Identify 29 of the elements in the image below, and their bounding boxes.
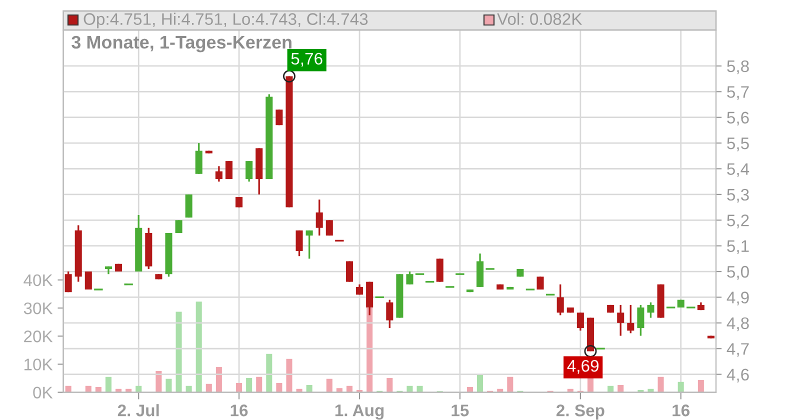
y2-tick-label: 5,8	[727, 60, 749, 74]
y2-tick-label: 5,0	[727, 266, 749, 280]
y2-tick-label: 5,5	[727, 138, 749, 152]
y2-tick-label: 4,6	[726, 368, 749, 382]
y2-tick-label: 5,3	[727, 188, 749, 203]
annotation: 5,76	[291, 52, 322, 67]
annotation: 4,69	[567, 360, 599, 374]
x-tick-label: 16	[672, 404, 690, 416]
x-tick-label: 1. Aug	[335, 404, 384, 420]
x-tick-label: 15	[452, 404, 469, 416]
y2-tick-label: 4,9	[726, 292, 749, 306]
text: Op:4.751, Hi:4.751, Lo:4.743, Cl:4.743	[84, 12, 368, 28]
y-tick-label: 30K	[24, 302, 53, 314]
y2-tick-label: 4,8	[726, 317, 749, 332]
y2-tick-label: 5,1	[727, 240, 749, 254]
y-tick-label: 20K	[24, 330, 53, 342]
y2-tick-label: 5,4	[727, 163, 750, 177]
text: Vol: 0.082K	[497, 12, 582, 25]
y-tick-label: 0K	[33, 386, 53, 399]
x-tick-label: 2. Jul	[118, 404, 159, 416]
y-tick-label: 10K	[24, 358, 53, 370]
y2-tick-label: 5,6	[727, 112, 749, 126]
chart-title: 3 Monate, 1-Tages-Kerzen	[72, 36, 292, 52]
y-tick-label: 40K	[24, 274, 53, 286]
x-tick-label: 2. Sep	[556, 404, 604, 420]
y2-tick-label: 5,2	[727, 214, 749, 228]
y2-tick-label: 5,7	[727, 86, 749, 100]
y2-tick-label: 4,7	[726, 343, 749, 357]
x-tick-label: 16	[230, 404, 248, 416]
